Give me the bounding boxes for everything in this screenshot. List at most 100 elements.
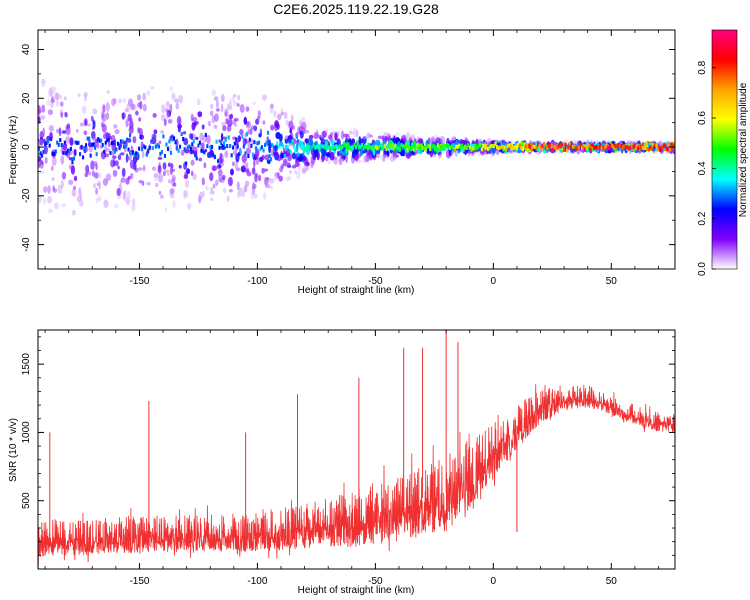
heatmap-ridge-cell <box>154 144 157 149</box>
heatmap-cell <box>282 158 288 167</box>
heatmap-ridge-cell <box>116 141 120 146</box>
heatmap-cell <box>276 123 280 130</box>
heatmap-ridge-cell <box>480 147 484 152</box>
heatmap-cell <box>308 134 314 139</box>
heatmap-cell <box>227 105 233 111</box>
heatmap-cell <box>90 160 95 170</box>
heatmap-cell <box>209 172 214 182</box>
heatmap-cell <box>345 154 348 163</box>
heatmap-ridge-cell <box>348 145 352 150</box>
heatmap-cell <box>233 93 237 98</box>
spectrogram-frame <box>37 29 676 270</box>
heatmap-ridge-cell <box>144 145 147 150</box>
heatmap-cell <box>163 118 167 127</box>
heatmap-cell <box>244 184 248 193</box>
heatmap-ridge-cell <box>156 143 159 147</box>
heatmap-ridge-cell <box>244 151 247 156</box>
heatmap-cell <box>111 98 116 107</box>
heatmap-cell <box>121 167 126 178</box>
heatmap-cell <box>95 187 99 195</box>
heatmap-ridge-cell <box>603 145 606 149</box>
heatmap-cell <box>235 167 241 172</box>
heatmap-ridge-cell <box>153 134 156 139</box>
heatmap-ridge-cell <box>549 143 552 148</box>
heatmap-cell <box>418 138 424 144</box>
heatmap-ridge-cell <box>353 143 356 147</box>
heatmap-cell <box>142 104 147 112</box>
heatmap-cell <box>39 136 44 146</box>
heatmap-cell <box>71 188 77 197</box>
y-tick-label: 1500 <box>21 353 32 376</box>
heatmap-cell <box>96 143 100 149</box>
heatmap-ridge-cell <box>432 144 435 149</box>
heatmap-ridge-cell <box>44 142 47 147</box>
heatmap-ridge-cell <box>411 145 414 149</box>
heatmap-ridge-cell <box>312 143 315 148</box>
heatmap-cell <box>92 183 97 189</box>
heatmap-cell <box>38 107 42 116</box>
heatmap-ridge-cell <box>142 144 145 149</box>
heatmap-ridge-cell <box>543 141 546 146</box>
heatmap-cell <box>131 204 136 212</box>
heatmap-cell <box>245 106 250 112</box>
heatmap-ridge-cell <box>292 144 295 149</box>
heatmap-cell <box>165 100 170 108</box>
heatmap-cell <box>169 166 173 176</box>
heatmap-cell <box>184 180 190 188</box>
heatmap-ridge-cell <box>291 139 294 144</box>
heatmap-cell <box>71 209 76 216</box>
heatmap-cell <box>132 136 137 144</box>
heatmap-cell <box>114 160 119 167</box>
heatmap-ridge-cell <box>203 150 206 155</box>
heatmap-cell <box>55 100 59 107</box>
heatmap-cell <box>274 174 278 181</box>
heatmap-ridge-cell <box>650 146 653 151</box>
heatmap-ridge-cell <box>558 143 561 147</box>
heatmap-ridge-cell <box>241 134 244 139</box>
heatmap-cell <box>157 173 164 183</box>
heatmap-cell <box>294 162 300 167</box>
heatmap-cell <box>238 187 244 197</box>
heatmap-ridge-cell <box>426 144 429 149</box>
snr-series-line <box>38 384 675 566</box>
heatmap-cell <box>316 151 320 161</box>
heatmap-cell <box>348 130 353 136</box>
heatmap-ridge-cell <box>355 145 358 150</box>
heatmap-ridge-cell <box>667 146 670 151</box>
heatmap-cell <box>47 109 54 116</box>
heatmap-cell <box>42 138 47 144</box>
heatmap-ridge-cell <box>250 144 253 148</box>
heatmap-ridge-cell <box>626 145 629 150</box>
heatmap-ridge-cell <box>461 143 464 148</box>
heatmap-cell <box>94 161 98 166</box>
heatmap-ridge-cell <box>333 145 336 150</box>
heatmap-cell <box>198 195 202 204</box>
heatmap-cell <box>207 120 211 127</box>
heatmap-ridge-cell <box>514 145 517 150</box>
heatmap-ridge-cell <box>409 146 412 150</box>
heatmap-cell <box>213 96 219 102</box>
heatmap-cell <box>130 172 134 180</box>
heatmap-cell <box>211 89 216 96</box>
heatmap-ridge-cell <box>245 132 248 137</box>
heatmap-ridge-cell <box>479 142 482 147</box>
heatmap-ridge-cell <box>370 146 373 151</box>
heatmap-cell <box>250 190 255 200</box>
heatmap-ridge-cell <box>66 148 69 153</box>
heatmap-cell <box>130 103 136 111</box>
heatmap-ridge-cell <box>609 144 612 149</box>
snr-panel: -150 -100 -50 0 50 500 1000 1500 Height of str… <box>8 329 676 596</box>
heatmap-cell <box>117 154 122 161</box>
heatmap-cell <box>69 137 74 146</box>
colorbar-tick-label: 0.0 <box>697 262 708 276</box>
heatmap-cell <box>150 86 155 90</box>
heatmap-ridge-cell <box>54 149 57 154</box>
heatmap-ridge-cell <box>524 144 527 149</box>
heatmap-cell <box>98 180 101 190</box>
heatmap-cell <box>255 156 260 166</box>
heatmap-ridge-cell <box>568 141 571 146</box>
heatmap-cell <box>258 174 262 182</box>
heatmap-cell <box>321 148 327 157</box>
heatmap-cell <box>129 120 134 130</box>
heatmap-ridge-cell <box>71 160 74 165</box>
